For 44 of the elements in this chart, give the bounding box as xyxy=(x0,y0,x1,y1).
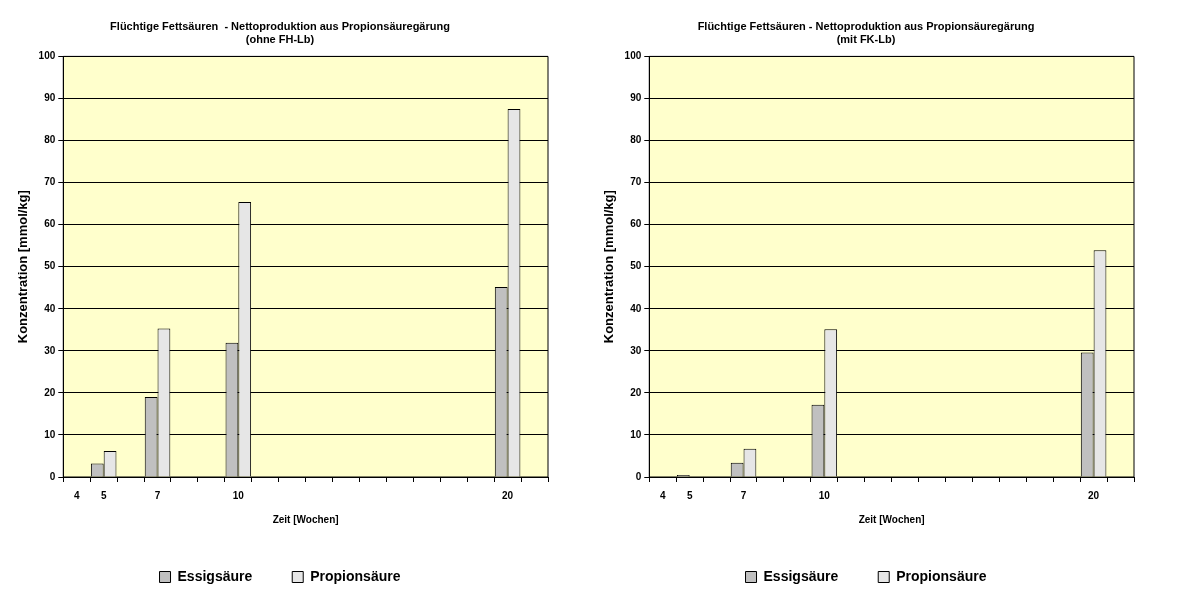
y-tick-label: 10 xyxy=(44,428,56,440)
y-tick-label: 60 xyxy=(44,218,56,230)
x-tick-label: 10 xyxy=(232,489,245,501)
y-tick-label: 20 xyxy=(630,386,642,398)
legend-label: Essigsäure xyxy=(763,567,839,584)
x-axis-title: Zeit [Wochen] xyxy=(858,513,925,525)
x-axis-title: Zeit [Wochen] xyxy=(272,513,339,525)
legend-label: Propionsäure xyxy=(896,567,987,584)
x-tick-label: 7 xyxy=(740,489,747,501)
y-tick-label: 80 xyxy=(44,134,56,146)
x-tick-label: 5 xyxy=(100,489,107,501)
y-tick-label: 40 xyxy=(44,302,56,314)
y-axis-title: Konzentration [mmol/kg] xyxy=(15,190,31,344)
y-tick-label: 10 xyxy=(630,428,642,440)
y-axis-title: Konzentration [mmol/kg] xyxy=(601,190,617,344)
legend-label: Propionsäure xyxy=(310,567,401,584)
y-tick-label: 0 xyxy=(635,470,642,482)
x-tick-label: 4 xyxy=(659,489,666,501)
y-tick-label: 60 xyxy=(630,218,642,230)
y-tick-label: 0 xyxy=(49,470,56,482)
x-tick-label: 4 xyxy=(73,489,80,501)
y-tick-label: 30 xyxy=(44,344,56,356)
chart-title: Flüchtige Fettsäuren - Nettoproduktion aus Propionsäuregärung xyxy=(697,19,1035,32)
x-tick-label: 7 xyxy=(154,489,161,501)
chart-subtitle: (mit FK-Lb) xyxy=(836,32,896,45)
y-tick-label: 80 xyxy=(630,134,642,146)
y-tick-label: 50 xyxy=(44,260,56,272)
x-tick-label: 20 xyxy=(502,489,514,501)
x-tick-label: 20 xyxy=(1088,489,1100,501)
y-tick-label: 40 xyxy=(630,302,642,314)
x-tick-label: 10 xyxy=(818,489,831,501)
y-tick-label: 90 xyxy=(44,92,56,104)
chart-subtitle: (ohne FH-Lb) xyxy=(245,32,315,45)
y-tick-label: 90 xyxy=(630,92,642,104)
y-tick-label: 100 xyxy=(38,50,56,62)
y-tick-label: 70 xyxy=(630,176,642,188)
chart-title: Flüchtige Fettsäuren - Nettoproduktion aus Propionsäuregärung xyxy=(110,19,450,32)
y-tick-label: 20 xyxy=(44,386,56,398)
x-tick-label: 5 xyxy=(686,489,693,501)
y-tick-label: 50 xyxy=(630,260,642,272)
y-tick-label: 70 xyxy=(44,176,56,188)
y-tick-label: 100 xyxy=(624,50,642,62)
y-tick-label: 30 xyxy=(630,344,642,356)
legend-label: Essigsäure xyxy=(177,567,253,584)
